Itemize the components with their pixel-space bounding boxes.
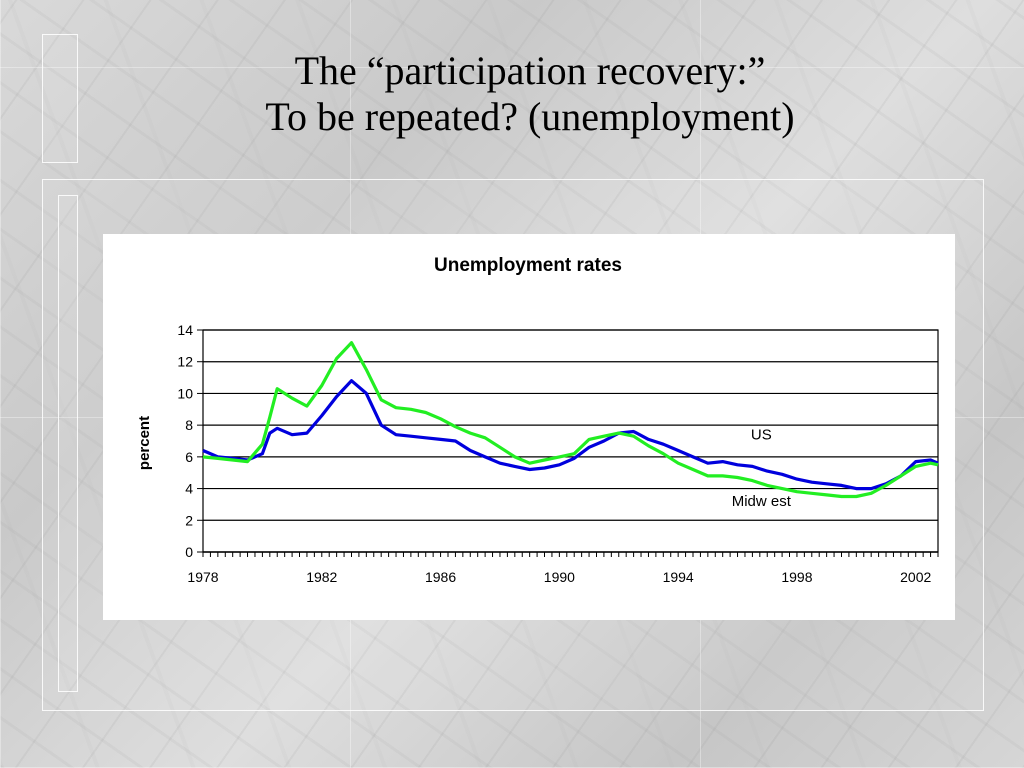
series-line-midwest xyxy=(202,341,939,499)
series-line-us xyxy=(202,379,939,491)
y-axis-label: percent xyxy=(136,416,153,470)
x-tick-label-1998: 1998 xyxy=(781,569,812,585)
y-tick-label-0: 0 xyxy=(185,544,193,560)
x-tick-label-2002: 2002 xyxy=(900,569,931,585)
y-tick-label-6: 6 xyxy=(185,449,193,465)
annotation-midw-est: Midw est xyxy=(732,493,792,510)
y-tick-label-4: 4 xyxy=(185,481,193,497)
x-tick-label-1990: 1990 xyxy=(544,569,575,585)
chart-panel: Unemployment rates percent 0 2 4 6 8 10 12 14 19… xyxy=(103,234,955,620)
y-tick-label-14: 14 xyxy=(177,322,193,338)
axes: 0 2 4 6 8 10 12 14 1978 1982 1986 1990 1994 1998 2002 xyxy=(177,322,939,585)
annotations: US Midw est xyxy=(732,426,792,510)
annotation-us: US xyxy=(751,426,772,443)
unemployment-chart: Unemployment rates percent 0 2 4 6 8 10 12 14 19… xyxy=(136,255,939,585)
y-tick-label-10: 10 xyxy=(177,385,193,401)
y-tick-label-2: 2 xyxy=(185,512,193,528)
x-tick-label-1994: 1994 xyxy=(663,569,694,585)
x-tick-label-1978: 1978 xyxy=(187,569,218,585)
slide-title: The “participation recovery:” To be repe… xyxy=(100,48,960,140)
y-tick-label-8: 8 xyxy=(185,417,193,433)
x-tick-label-1986: 1986 xyxy=(425,569,456,585)
chart-title: Unemployment rates xyxy=(434,255,622,276)
decorative-frame-side xyxy=(58,195,78,692)
plot-area-border xyxy=(202,329,939,553)
slide-title-line-1: The “participation recovery:” xyxy=(294,48,766,93)
series-lines xyxy=(202,341,939,499)
decorative-frame-top xyxy=(42,34,78,163)
y-tick-label-12: 12 xyxy=(177,354,193,370)
x-tick-label-1982: 1982 xyxy=(306,569,337,585)
slide-title-line-2: To be repeated? (unemployment) xyxy=(265,94,795,139)
